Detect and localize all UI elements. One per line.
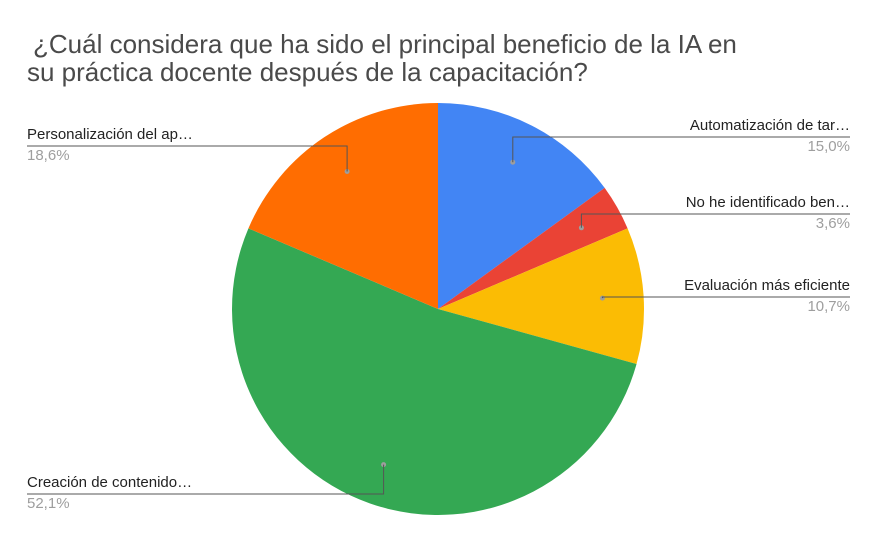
leader-line xyxy=(601,296,850,299)
slice-label: Personalización del ap… xyxy=(27,126,193,143)
pie-slice xyxy=(248,103,438,309)
chart-title-line-2: su práctica docente después de la capaci… xyxy=(27,57,588,87)
slice-label: Creación de contenido… xyxy=(27,474,192,491)
pie-leader-lines xyxy=(27,136,850,495)
slice-percent-label: 52,1% xyxy=(27,495,70,512)
slice-percent-label: 15,0% xyxy=(807,138,850,155)
chart-title-line-1: ¿Cuál considera que ha sido el principal… xyxy=(33,29,737,59)
slice-label: Automatización de tar… xyxy=(690,117,850,134)
pie-slice xyxy=(438,103,605,309)
pie-labels: Automatización de tar… 15,0% No he identif… xyxy=(27,117,850,512)
slice-label: Evaluación más eficiente xyxy=(684,277,850,294)
pie-slices xyxy=(232,103,645,515)
leader-line xyxy=(580,213,850,228)
pie-slice xyxy=(438,228,645,364)
pie-slice xyxy=(232,228,637,515)
slice-percent-label: 18,6% xyxy=(27,147,70,164)
leader-line xyxy=(27,464,385,495)
slice-percent-label: 3,6% xyxy=(816,215,850,232)
slice-label: No he identificado ben… xyxy=(686,194,850,211)
pie-slice xyxy=(438,187,628,309)
leader-line xyxy=(512,136,850,163)
slice-percent-label: 10,7% xyxy=(807,298,850,315)
leader-line xyxy=(27,145,348,172)
